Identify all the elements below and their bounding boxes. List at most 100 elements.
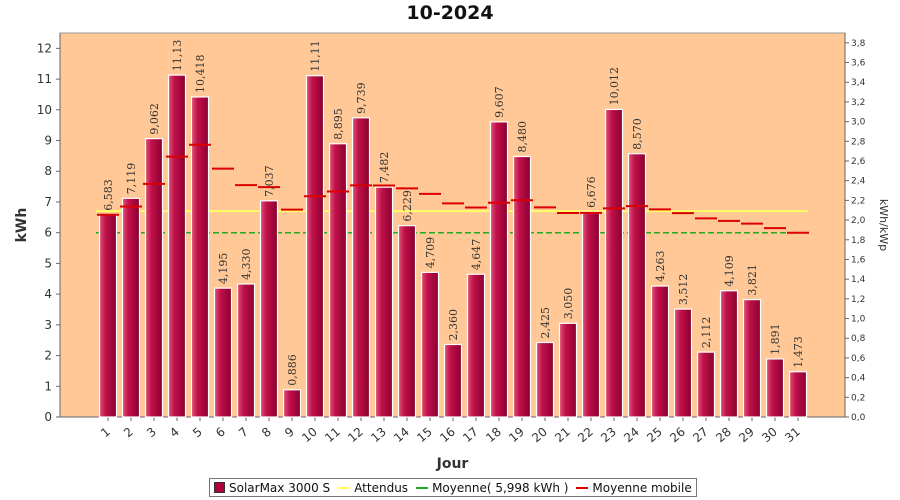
bar-value-label: 6,676 — [585, 176, 598, 208]
y2-tick-label: 2,4 — [851, 177, 866, 187]
x-tick-label: 1 — [98, 425, 113, 441]
bar — [351, 117, 371, 418]
x-tick-label: 22 — [575, 425, 596, 446]
y-axis-label: kWh — [14, 208, 30, 243]
bar-value-label: 8,570 — [631, 118, 644, 150]
x-tick-label: 6 — [213, 425, 228, 441]
bar — [535, 341, 555, 418]
y2-tick-label: 2,0 — [851, 216, 866, 226]
bar-value-label: 4,109 — [723, 255, 736, 287]
bar — [443, 343, 463, 418]
bar — [259, 200, 279, 418]
bar — [719, 290, 739, 418]
y-tick-label: 7 — [44, 195, 52, 209]
bar — [512, 155, 532, 418]
bar-value-label: 4,709 — [424, 237, 437, 269]
legend-label: Moyenne( 5,998 kWh ) — [432, 480, 569, 495]
x-tick-label: 3 — [144, 425, 159, 441]
legend-label: Moyenne mobile — [592, 480, 692, 495]
bar — [650, 285, 670, 418]
bar-value-label: 10,418 — [194, 54, 207, 93]
bar — [305, 75, 325, 418]
y2-tick-label: 2,2 — [851, 196, 865, 206]
y2-tick-label: 1,2 — [851, 295, 865, 305]
bar-value-label: 10,012 — [608, 67, 621, 106]
y2-tick-label: 3,2 — [851, 98, 865, 108]
y-tick-label: 12 — [37, 41, 52, 55]
bar-value-label: 4,195 — [217, 253, 230, 285]
y-tick-label: 3 — [44, 318, 52, 332]
bar-value-label: 8,480 — [516, 121, 529, 153]
x-tick-label: 9 — [282, 425, 297, 441]
x-axis-label: Jour — [436, 456, 469, 472]
y-tick-label: 6 — [44, 226, 52, 240]
x-tick-label: 27 — [690, 425, 711, 446]
legend-swatch — [338, 486, 351, 489]
x-tick-label: 20 — [529, 425, 550, 446]
legend: SolarMax 3000 S Attendus Moyenne( 5,998 kW… — [209, 478, 697, 497]
y2-tick-label: 1,6 — [851, 255, 866, 265]
x-tick-label: 10 — [299, 425, 320, 446]
y2-tick-label: 1,0 — [851, 315, 866, 325]
bar-value-label: 6,583 — [102, 179, 115, 211]
x-tick-label: 26 — [667, 425, 688, 446]
bar-value-label: 1,891 — [769, 323, 782, 355]
bar-value-label: 4,647 — [470, 239, 483, 271]
x-tick-label: 31 — [782, 425, 803, 446]
y2-tick-label: 1,8 — [851, 236, 866, 246]
bar-value-label: 7,482 — [378, 152, 391, 184]
bar-value-label: 2,425 — [539, 307, 552, 339]
y2-tick-label: 3,4 — [851, 78, 866, 88]
x-tick-label: 5 — [190, 425, 205, 441]
bar — [374, 186, 394, 418]
legend-swatch — [576, 486, 589, 489]
y2-tick-label: 0,0 — [851, 413, 866, 423]
y-tick-label: 9 — [44, 134, 52, 148]
x-tick-label: 17 — [460, 425, 481, 446]
y-tick-label: 4 — [44, 287, 52, 301]
y2-tick-label: 0,8 — [851, 334, 866, 344]
bar — [581, 211, 601, 418]
bar-value-label: 7,119 — [125, 163, 138, 195]
bar — [121, 197, 141, 418]
x-tick-label: 12 — [345, 425, 366, 446]
x-tick-label: 30 — [759, 425, 780, 446]
bar-value-label: 11,13 — [171, 40, 184, 72]
legend-item: SolarMax 3000 S — [214, 481, 330, 495]
y-tick-label: 10 — [37, 103, 52, 117]
y-tick-label: 5 — [44, 256, 52, 270]
bar-value-label: 4,263 — [654, 251, 667, 283]
bar-value-label: 9,062 — [148, 103, 161, 135]
x-tick-label: 7 — [236, 425, 251, 441]
bar-value-label: 2,112 — [700, 317, 713, 349]
chart-title: 10-2024 — [406, 2, 494, 24]
bar — [236, 283, 256, 418]
bar — [213, 287, 233, 418]
bar — [144, 138, 164, 418]
bar — [696, 351, 716, 418]
y2-tick-label: 0,4 — [851, 374, 866, 384]
bar — [742, 299, 762, 418]
bar — [788, 371, 808, 418]
bar — [627, 153, 647, 418]
y2-tick-label: 0,6 — [851, 354, 866, 364]
bar — [328, 143, 348, 418]
bar — [604, 108, 624, 418]
bar-value-label: 2,360 — [447, 309, 460, 341]
legend-label: SolarMax 3000 S — [229, 480, 331, 495]
bar — [466, 273, 486, 418]
bar-value-label: 4,330 — [240, 248, 253, 280]
x-tick-label: 15 — [414, 425, 435, 446]
x-tick-label: 4 — [167, 425, 182, 441]
y2-tick-label: 2,8 — [851, 137, 866, 147]
legend-swatch — [214, 482, 225, 493]
y2-tick-label: 3,8 — [851, 39, 866, 49]
bar-value-label: 3,821 — [746, 264, 759, 296]
bar — [190, 96, 210, 418]
bar — [558, 322, 578, 418]
x-tick-label: 16 — [437, 425, 458, 446]
y-tick-label: 0 — [44, 410, 52, 424]
x-tick-label: 13 — [368, 425, 389, 446]
x-tick-label: 23 — [598, 425, 619, 446]
